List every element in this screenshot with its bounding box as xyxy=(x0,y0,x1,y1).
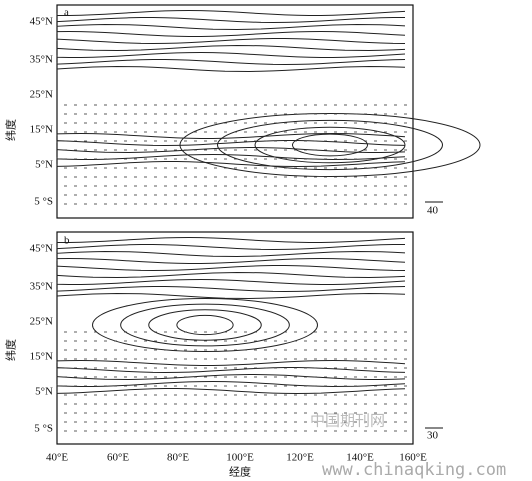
streamline xyxy=(56,23,406,31)
y-title: 纬度 xyxy=(4,119,18,141)
panel-b-frame xyxy=(56,231,414,445)
y-tick-label: 35°N xyxy=(30,281,53,293)
streamline xyxy=(56,146,406,154)
streamline xyxy=(56,9,406,16)
streamline xyxy=(56,250,406,258)
streamline xyxy=(56,292,406,300)
streamline xyxy=(176,314,234,336)
x-tick-label: 40°E xyxy=(46,452,68,464)
streamline xyxy=(56,244,405,251)
panel-a-frame xyxy=(56,4,414,219)
x-tick-label: 160°E xyxy=(399,452,427,464)
streamline xyxy=(56,17,405,24)
y-title: 纬度 xyxy=(4,339,18,361)
reference-vector-label: 40 xyxy=(427,205,439,217)
x-tick-label: 120°E xyxy=(286,452,314,464)
streamline xyxy=(56,236,406,243)
streamline xyxy=(56,132,406,139)
streamline xyxy=(56,51,406,58)
streamline xyxy=(56,44,406,52)
y-tick-label: 5 °S xyxy=(34,196,53,208)
x-tick-label: 80°E xyxy=(167,452,189,464)
x-title: 经度 xyxy=(229,465,251,479)
streamline xyxy=(56,373,406,381)
streamline xyxy=(56,257,406,264)
streamline xyxy=(179,113,481,177)
y-tick-label: 15°N xyxy=(30,351,53,363)
y-tick-label: 35°N xyxy=(30,54,53,66)
streamline xyxy=(56,380,406,388)
y-tick-label: 5°N xyxy=(35,159,53,171)
x-tick-label: 140°E xyxy=(346,452,374,464)
x-tick-label: 60°E xyxy=(107,452,129,464)
streamline xyxy=(56,59,406,66)
x-tick-label: 100°E xyxy=(226,452,254,464)
y-tick-label: 25°N xyxy=(30,316,53,328)
streamline xyxy=(217,119,443,171)
streamline xyxy=(56,38,406,45)
streamline xyxy=(56,265,406,272)
panel-label: b xyxy=(64,235,70,247)
streamline xyxy=(92,298,318,352)
streamline xyxy=(56,286,406,293)
streamline xyxy=(56,388,406,395)
panel-label: a xyxy=(64,7,69,19)
y-tick-label: 5 °S xyxy=(34,423,53,435)
streamline xyxy=(56,30,406,37)
streamline xyxy=(56,161,406,168)
watermark-url: www.chinaqking.com xyxy=(322,460,506,480)
reference-vector-label: 30 xyxy=(427,430,439,442)
y-tick-label: 15°N xyxy=(30,124,53,136)
streamline xyxy=(148,309,262,341)
streamline xyxy=(56,140,406,147)
streamlines xyxy=(56,9,481,432)
streamline xyxy=(56,278,406,285)
streamline xyxy=(120,303,290,347)
streamline xyxy=(292,133,368,157)
streamline xyxy=(56,65,406,73)
y-tick-label: 5°N xyxy=(35,386,53,398)
streamline xyxy=(254,126,406,164)
streamline xyxy=(56,271,406,279)
streamline xyxy=(56,367,406,374)
y-tick-label: 45°N xyxy=(30,243,53,255)
streamline xyxy=(56,359,406,366)
y-tick-label: 45°N xyxy=(30,16,53,28)
y-tick-label: 25°N xyxy=(30,89,53,101)
watermark: 中国期刊网 xyxy=(310,412,385,429)
